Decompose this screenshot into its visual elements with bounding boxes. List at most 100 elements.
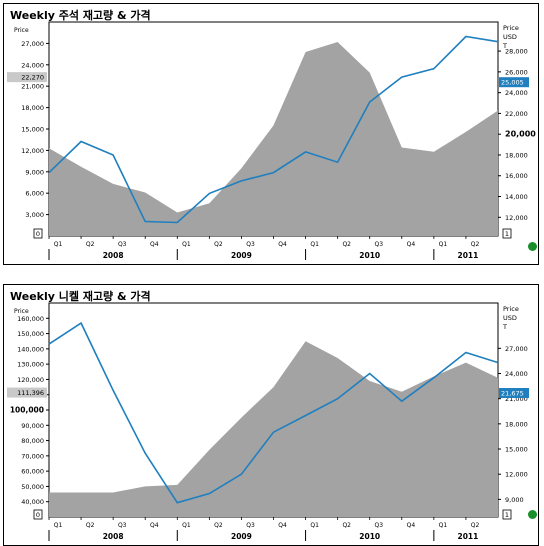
right-axis-label: T <box>502 42 507 50</box>
right-tick-label: 24,000 <box>505 370 528 378</box>
left-marker-label: 111,396 <box>17 389 44 397</box>
quarter-label: Q4 <box>150 522 159 529</box>
right-tick-label: 15,000 <box>505 446 528 454</box>
left-tick-label: 27,000 <box>21 40 44 48</box>
chart-title: Weekly 니켈 재고량 & 가격 <box>10 290 151 303</box>
left-zero-box <box>33 509 43 520</box>
right-marker-label: 25,005 <box>501 79 524 87</box>
quarter-label: Q3 <box>246 241 255 248</box>
stock-area <box>49 341 498 517</box>
quarter-label: Q1 <box>310 522 319 529</box>
quarter-label: Q1 <box>182 522 191 529</box>
left-tick-label: 130,000 <box>17 361 44 369</box>
right-axis-label: Price <box>503 305 519 313</box>
year-label: 2008 <box>103 251 124 260</box>
left-value-marker <box>7 72 47 83</box>
stock-area <box>49 42 498 236</box>
left-axis-label: Price <box>14 27 29 34</box>
right-tick-label: 16,000 <box>505 172 528 180</box>
year-label: 2010 <box>359 251 380 260</box>
right-tick-label: 20,000 <box>505 130 536 139</box>
right-axis-label: T <box>502 323 507 331</box>
quarter-label: Q1 <box>439 241 448 248</box>
left-axis-label: Price <box>14 308 29 315</box>
left-tick-label: 6,000 <box>25 190 44 198</box>
right-axis-label: USD <box>503 314 517 322</box>
quarter-label: Q2 <box>86 522 95 529</box>
tin-chart-panel: Weekly 주석 재고량 & 가격 Price 3,000 6,000 9,000 1… <box>3 3 539 265</box>
quarter-label: Q3 <box>246 522 255 529</box>
left-tick-label: 15,000 <box>21 126 44 134</box>
right-tick-label: 12,000 <box>505 471 528 479</box>
quarter-label: Q2 <box>471 522 480 529</box>
left-tick-label: 60,000 <box>21 468 44 476</box>
year-label: 2009 <box>231 532 252 541</box>
left-zero-label: 0 <box>36 230 40 238</box>
left-tick-label: 18,000 <box>21 104 44 112</box>
right-tick-label: 28,000 <box>505 48 528 56</box>
year-label: 2010 <box>359 532 380 541</box>
right-min-box <box>502 509 512 520</box>
right-tick-label: 22,000 <box>505 110 528 118</box>
status-dot-icon <box>528 242 537 251</box>
quarter-label: Q1 <box>439 522 448 529</box>
left-value-marker <box>7 387 47 398</box>
left-tick-label: 90,000 <box>21 422 44 430</box>
left-tick-label: 40,000 <box>21 498 44 506</box>
quarter-label: Q4 <box>278 241 287 248</box>
quarter-label: Q1 <box>310 241 319 248</box>
right-axis-label: Price <box>503 24 519 32</box>
left-tick-label: 80,000 <box>21 437 44 445</box>
left-tick-label: 140,000 <box>17 345 44 353</box>
chart-title: Weekly 주석 재고량 & 가격 <box>10 9 151 22</box>
right-tick-label: 12,000 <box>505 214 528 222</box>
status-dot-icon <box>528 510 537 519</box>
left-tick-label: 100,000 <box>10 406 44 415</box>
year-label: 2011 <box>457 251 478 260</box>
price-line <box>48 321 499 504</box>
left-tick-label: 70,000 <box>21 452 44 460</box>
quarter-label: Q4 <box>407 241 416 248</box>
quarter-label: Q2 <box>471 241 480 248</box>
left-tick-label: 3,000 <box>25 211 44 219</box>
left-tick-label: 12,000 <box>21 147 44 155</box>
left-tick-label: 120,000 <box>17 376 44 384</box>
quarter-label: Q4 <box>278 522 287 529</box>
right-tick-label: 24,000 <box>505 89 528 97</box>
right-tick-label: 21,000 <box>505 395 528 403</box>
right-tick-label: 9,000 <box>505 496 524 504</box>
left-tick-label: 160,000 <box>17 315 44 323</box>
right-min-label: 1 <box>505 511 509 519</box>
quarter-label: Q4 <box>150 241 159 248</box>
right-axis-label: USD <box>503 33 517 41</box>
quarter-label: Q1 <box>182 241 191 248</box>
right-tick-label: 26,000 <box>505 68 528 76</box>
right-tick-label: 14,000 <box>505 193 528 201</box>
quarter-label: Q3 <box>118 241 127 248</box>
right-value-marker <box>499 77 529 88</box>
quarter-label: Q1 <box>54 241 63 248</box>
left-tick-label: 150,000 <box>17 330 44 338</box>
left-tick-label: 21,000 <box>21 83 44 91</box>
nickel-chart: Price 40,000 50,000 60,000 70,000 80,000 90,00… <box>7 302 529 541</box>
quarter-label: Q4 <box>407 522 416 529</box>
price-line <box>48 35 499 224</box>
right-tick-label: 27,000 <box>505 345 528 353</box>
nickel-chart-panel: Weekly 니켈 재고량 & 가격 Price 40,000 50,000 60,0… <box>3 284 539 546</box>
year-label: 2008 <box>103 532 124 541</box>
quarter-label: Q2 <box>342 241 351 248</box>
quarter-label: Q1 <box>54 522 63 529</box>
right-min-label: 1 <box>505 230 509 238</box>
left-tick-label: 24,000 <box>21 61 44 69</box>
right-tick-label: 18,000 <box>505 151 528 159</box>
left-zero-box <box>33 228 43 239</box>
quarter-label: Q3 <box>118 522 127 529</box>
quarter-label: Q3 <box>375 522 384 529</box>
quarter-label: Q2 <box>342 522 351 529</box>
right-tick-label: 18,000 <box>505 420 528 428</box>
quarter-label: Q2 <box>214 522 223 529</box>
left-marker-label: 22,270 <box>21 74 44 82</box>
right-marker-label: 21,675 <box>501 390 524 398</box>
left-zero-label: 0 <box>36 511 40 519</box>
quarter-label: Q2 <box>214 241 223 248</box>
